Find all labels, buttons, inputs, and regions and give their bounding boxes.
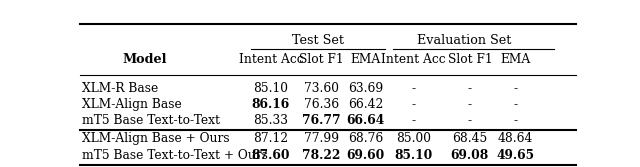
Text: 69.08: 69.08 bbox=[451, 149, 489, 162]
Text: EMA: EMA bbox=[500, 53, 531, 66]
Text: 85.00: 85.00 bbox=[396, 132, 431, 145]
Text: 76.77: 76.77 bbox=[302, 115, 341, 127]
Text: XLM-R Base: XLM-R Base bbox=[83, 82, 159, 95]
Text: EMA: EMA bbox=[351, 53, 381, 66]
Text: -: - bbox=[412, 115, 415, 127]
Text: Evaluation Set: Evaluation Set bbox=[417, 34, 511, 47]
Text: 77.99: 77.99 bbox=[304, 132, 339, 145]
Text: 76.36: 76.36 bbox=[304, 98, 339, 111]
Text: 68.76: 68.76 bbox=[348, 132, 383, 145]
Text: Test Set: Test Set bbox=[292, 34, 344, 47]
Text: 63.69: 63.69 bbox=[348, 82, 383, 95]
Text: XLM-Align Base + Ours: XLM-Align Base + Ours bbox=[83, 132, 230, 145]
Text: Slot F1: Slot F1 bbox=[447, 53, 492, 66]
Text: -: - bbox=[468, 115, 472, 127]
Text: 78.22: 78.22 bbox=[302, 149, 340, 162]
Text: 68.45: 68.45 bbox=[452, 132, 488, 145]
Text: mT5 Base Text-to-Text + Ours: mT5 Base Text-to-Text + Ours bbox=[83, 149, 268, 162]
Text: Slot F1: Slot F1 bbox=[300, 53, 344, 66]
Text: -: - bbox=[513, 98, 518, 111]
Text: 87.60: 87.60 bbox=[252, 149, 290, 162]
Text: 85.10: 85.10 bbox=[394, 149, 433, 162]
Text: 66.42: 66.42 bbox=[348, 98, 383, 111]
Text: 86.16: 86.16 bbox=[252, 98, 290, 111]
Text: Intent Acc: Intent Acc bbox=[239, 53, 303, 66]
Text: -: - bbox=[412, 98, 415, 111]
Text: 69.60: 69.60 bbox=[347, 149, 385, 162]
Text: 85.10: 85.10 bbox=[253, 82, 289, 95]
Text: 85.33: 85.33 bbox=[253, 115, 289, 127]
Text: Model: Model bbox=[122, 53, 166, 66]
Text: 73.60: 73.60 bbox=[304, 82, 339, 95]
Text: 48.64: 48.64 bbox=[498, 132, 533, 145]
Text: 49.65: 49.65 bbox=[497, 149, 534, 162]
Text: 66.64: 66.64 bbox=[347, 115, 385, 127]
Text: -: - bbox=[468, 98, 472, 111]
Text: -: - bbox=[513, 82, 518, 95]
Text: XLM-Align Base: XLM-Align Base bbox=[83, 98, 182, 111]
Text: -: - bbox=[468, 82, 472, 95]
Text: -: - bbox=[513, 115, 518, 127]
Text: 87.12: 87.12 bbox=[253, 132, 289, 145]
Text: Intent Acc: Intent Acc bbox=[381, 53, 445, 66]
Text: mT5 Base Text-to-Text: mT5 Base Text-to-Text bbox=[83, 115, 220, 127]
Text: -: - bbox=[412, 82, 415, 95]
